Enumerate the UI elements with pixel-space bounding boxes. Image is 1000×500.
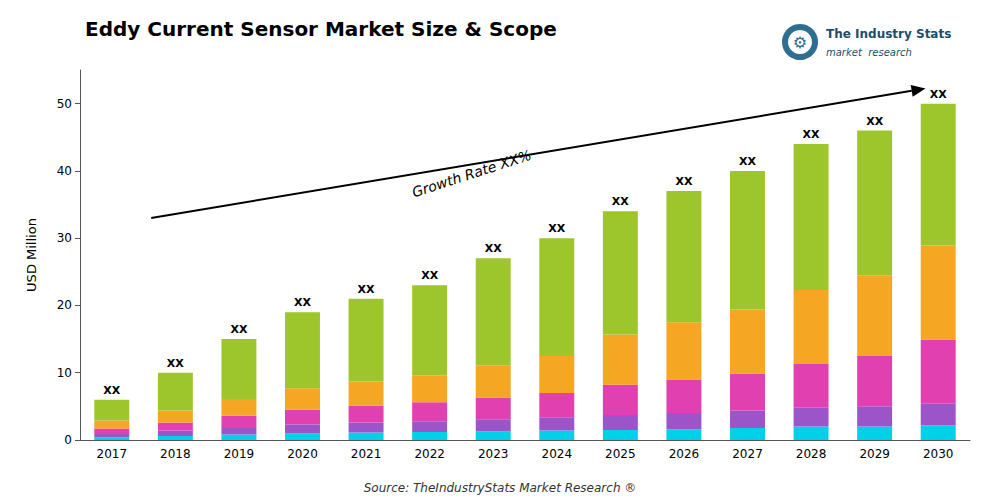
svg-text:XX: XX bbox=[294, 296, 311, 309]
svg-text:2025: 2025 bbox=[605, 447, 636, 461]
svg-text:Eddy Current Sensor Market Siz: Eddy Current Sensor Market Size & Scope bbox=[85, 17, 557, 41]
svg-text:USD Million: USD Million bbox=[24, 218, 39, 292]
svg-text:XX: XX bbox=[930, 88, 947, 101]
svg-text:2028: 2028 bbox=[796, 447, 827, 461]
svg-text:XX: XX bbox=[358, 283, 375, 296]
svg-text:2027: 2027 bbox=[732, 447, 763, 461]
svg-text:50: 50 bbox=[57, 97, 72, 111]
svg-text:XX: XX bbox=[612, 195, 629, 208]
svg-text:XX: XX bbox=[103, 384, 120, 397]
svg-text:XX: XX bbox=[803, 128, 820, 141]
svg-text:XX: XX bbox=[675, 175, 692, 188]
svg-text:0: 0 bbox=[64, 433, 72, 447]
svg-text:2021: 2021 bbox=[351, 447, 382, 461]
svg-text:2029: 2029 bbox=[859, 447, 890, 461]
svg-text:XX: XX bbox=[866, 115, 883, 128]
svg-text:⚙: ⚙ bbox=[793, 33, 807, 52]
svg-text:market research: market research bbox=[826, 47, 912, 58]
svg-text:XX: XX bbox=[485, 242, 502, 255]
svg-text:40: 40 bbox=[57, 164, 72, 178]
svg-text:The Industry Stats: The Industry Stats bbox=[826, 27, 951, 41]
svg-text:30: 30 bbox=[57, 231, 72, 245]
svg-text:XX: XX bbox=[548, 222, 565, 235]
svg-text:2026: 2026 bbox=[669, 447, 700, 461]
svg-text:XX: XX bbox=[739, 155, 756, 168]
svg-text:2018: 2018 bbox=[160, 447, 191, 461]
svg-text:2024: 2024 bbox=[542, 447, 573, 461]
svg-text:2030: 2030 bbox=[923, 447, 954, 461]
svg-text:XX: XX bbox=[230, 323, 247, 336]
svg-text:2020: 2020 bbox=[287, 447, 318, 461]
svg-text:XX: XX bbox=[167, 357, 184, 370]
svg-text:2019: 2019 bbox=[224, 447, 255, 461]
svg-text:XX: XX bbox=[421, 269, 438, 282]
svg-text:2017: 2017 bbox=[97, 447, 128, 461]
svg-text:2023: 2023 bbox=[478, 447, 509, 461]
svg-text:Source: TheIndustryStats Marke: Source: TheIndustryStats Market Research… bbox=[364, 481, 637, 495]
svg-text:10: 10 bbox=[57, 366, 72, 380]
svg-text:2022: 2022 bbox=[414, 447, 445, 461]
svg-text:20: 20 bbox=[57, 298, 72, 312]
svg-text:Growth Rate XX%: Growth Rate XX% bbox=[410, 147, 533, 201]
